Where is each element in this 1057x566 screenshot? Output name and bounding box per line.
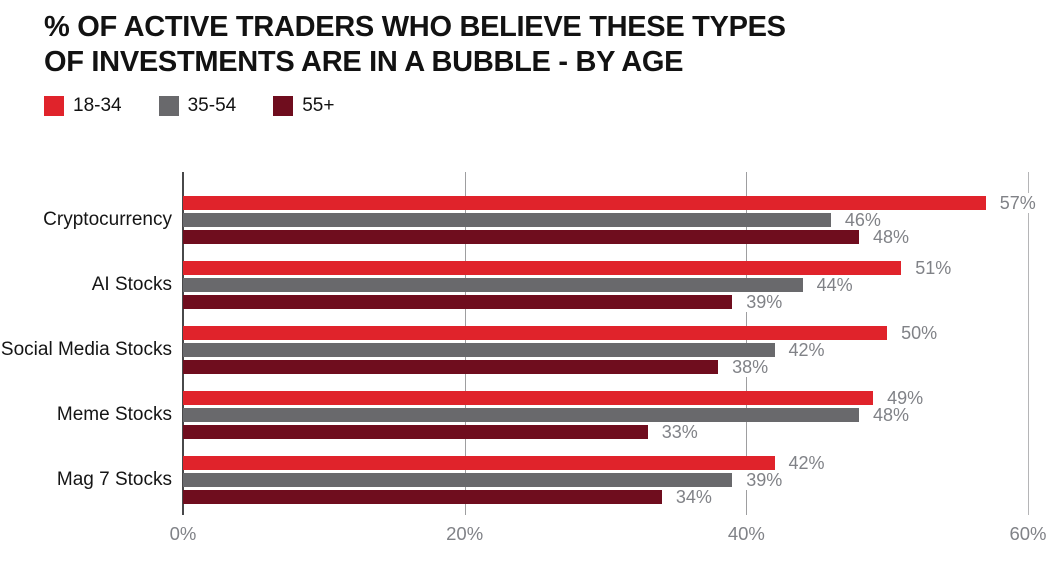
bar-row: 48% — [183, 405, 1028, 425]
bar — [183, 326, 888, 340]
category-label: Meme Stocks — [56, 404, 172, 425]
bar — [183, 230, 859, 244]
bar — [183, 295, 733, 309]
value-label: 38% — [730, 357, 771, 377]
chart-legend: 18-34 35-54 55+ — [44, 95, 334, 117]
category-label: AI Stocks — [91, 274, 172, 295]
bar-group: 51% 44% 39% — [183, 258, 1028, 312]
bar-group: 57% 46% 48% — [183, 193, 1038, 247]
value-label: 48% — [871, 227, 912, 247]
bar-row: 49% — [183, 388, 1028, 408]
value-label: 42% — [786, 453, 827, 473]
legend-label: 35-54 — [187, 95, 237, 116]
bar-row: 38% — [183, 357, 1028, 377]
bar-row: 39% — [183, 292, 1028, 312]
bar — [183, 456, 775, 470]
bar-row: 34% — [183, 487, 1028, 507]
bar — [183, 261, 902, 275]
tick-label: 60% — [1009, 523, 1047, 544]
legend-swatch — [273, 96, 294, 116]
bar-row: 42% — [183, 340, 1028, 360]
bar — [183, 360, 719, 374]
bar — [183, 343, 775, 357]
legend-item: 55+ — [273, 95, 334, 117]
value-label: 33% — [659, 422, 700, 442]
value-label: 34% — [673, 487, 714, 507]
chart-title: % OF ACTIVE TRADERS WHO BELIEVE THESE TY… — [44, 10, 786, 80]
legend-swatch — [44, 96, 64, 116]
value-label: 49% — [885, 388, 926, 408]
legend-item: 18-34 — [44, 95, 122, 117]
bar-row: 44% — [183, 275, 1028, 295]
bar-row: 57% — [183, 193, 1038, 213]
value-label: 57% — [997, 193, 1038, 213]
bar — [183, 196, 986, 210]
value-label: 42% — [786, 340, 827, 360]
bar-row: 50% — [183, 323, 1028, 343]
bar-row: 46% — [183, 210, 1028, 230]
legend-item: 35-54 — [158, 95, 237, 117]
value-label: 39% — [744, 292, 785, 312]
legend-label: 55+ — [302, 95, 335, 116]
tick-label: 20% — [446, 523, 484, 544]
bar — [183, 213, 831, 227]
bar-row: 51% — [183, 258, 1028, 278]
tick-label: 0% — [169, 523, 197, 544]
bar-group: 42% 39% 34% — [183, 453, 1028, 507]
grid-line — [1028, 172, 1029, 515]
bar — [183, 278, 803, 292]
bar — [183, 490, 662, 504]
bar — [183, 408, 859, 422]
bar-row: 33% — [183, 422, 1028, 442]
value-label: 39% — [744, 470, 785, 490]
bar-group: 49% 48% 33% — [183, 388, 1028, 442]
value-label: 51% — [913, 258, 954, 278]
bar — [183, 473, 733, 487]
bar-row: 48% — [183, 227, 1028, 247]
bar — [183, 425, 648, 439]
legend-label: 18-34 — [73, 95, 122, 116]
value-label: 44% — [814, 275, 855, 295]
tick-label: 40% — [727, 523, 765, 544]
plot-area: 57% 46% 48% Cryptocurrency 51% 44% 39% AI Stock… — [1, 172, 1047, 544]
legend-swatch — [158, 96, 179, 116]
chart-title-line2: OF INVESTMENTS ARE IN A BUBBLE - BY AGE — [44, 46, 684, 78]
category-label: Cryptocurrency — [43, 209, 172, 230]
value-label: 48% — [871, 405, 912, 425]
value-label: 50% — [899, 323, 940, 343]
bar-row: 39% — [183, 470, 1028, 490]
bar-group: 50% 42% 38% — [183, 323, 1028, 377]
value-label: 46% — [842, 210, 883, 230]
category-label: Social Media Stocks — [0, 339, 172, 360]
category-label: Mag 7 Stocks — [56, 469, 172, 490]
bar-row: 42% — [183, 453, 1028, 473]
bar — [183, 391, 874, 405]
chart-title-line1: % OF ACTIVE TRADERS WHO BELIEVE THESE TY… — [44, 11, 786, 43]
